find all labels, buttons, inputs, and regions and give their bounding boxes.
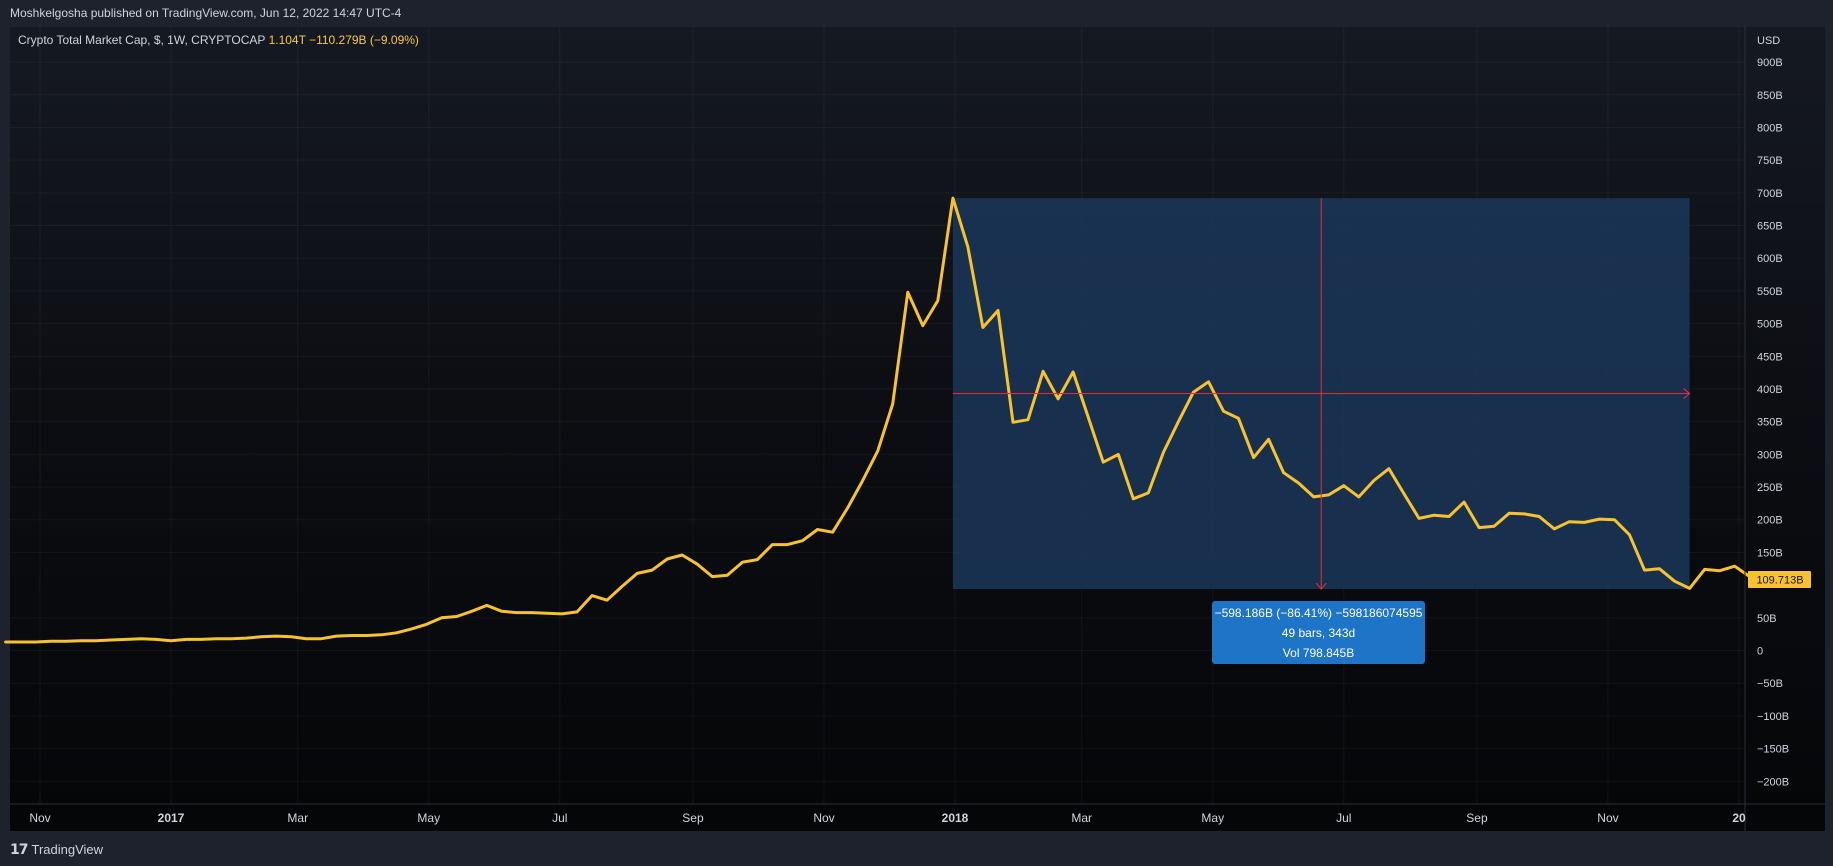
x-tick-label: Nov (29, 811, 50, 825)
currency-label: USD (1757, 35, 1780, 47)
y-tick-label: 500B (1757, 319, 1783, 331)
y-tick-label: 350B (1757, 417, 1783, 429)
y-tick-label: −200B (1757, 776, 1789, 788)
tradingview-brand[interactable]: 𝟭𝟳 TradingView (10, 841, 103, 858)
last-value: 1.104T (268, 33, 306, 47)
y-tick-label: 850B (1757, 90, 1783, 102)
y-tick-label: 200B (1757, 515, 1783, 527)
footer-bar: 𝟭𝟳 TradingView (0, 831, 1833, 866)
y-tick-label: 800B (1757, 122, 1783, 134)
x-tick-label: 2018 (942, 811, 969, 825)
y-tick-label: 900B (1757, 57, 1783, 69)
x-tick-label: Mar (1071, 811, 1092, 825)
x-tick-label: May (1201, 811, 1224, 825)
y-tick-label: −150B (1757, 744, 1789, 756)
symbol-title: Crypto Total Market Cap, $, 1W, CRYPTOCA… (18, 33, 266, 47)
x-tick-label: Jul (1336, 811, 1351, 825)
y-tick-label: 300B (1757, 449, 1783, 461)
price-axis: 900B 850B 800B 750B 700B 650B 600B 550B 500B 450B… (1757, 57, 1789, 788)
y-tick-label: 700B (1757, 188, 1783, 200)
y-tick-label: 550B (1757, 286, 1783, 298)
y-tick-label: −100B (1757, 711, 1789, 723)
publish-header: Moshkelgosha published on TradingView.co… (0, 0, 1833, 27)
x-tick-label: Jul (552, 811, 567, 825)
x-tick-label: 20 (1732, 811, 1746, 825)
measure-vertical-arrow-icon (1315, 582, 1327, 590)
change-value: −110.279B (−9.09%) (309, 33, 419, 47)
y-tick-label: −50B (1757, 678, 1783, 690)
x-tick-label: May (417, 811, 440, 825)
measure-horizontal-arrow-icon (1683, 388, 1691, 399)
brand-name: TradingView (31, 842, 104, 857)
y-tick-label: 450B (1757, 351, 1783, 363)
x-tick-label: Sep (682, 811, 704, 825)
measure-change: −598.186B (−86.41%) −598186074595 (1214, 606, 1423, 620)
y-tick-label: 250B (1757, 482, 1783, 494)
y-tick-label: 150B (1757, 547, 1783, 559)
y-tick-label: 750B (1757, 155, 1783, 167)
x-tick-label: Nov (813, 811, 834, 825)
x-tick-label: 2017 (158, 811, 185, 825)
x-tick-label: Mar (287, 811, 308, 825)
x-tick-label: Nov (1597, 811, 1618, 825)
last-price-label: 109.713B (1748, 571, 1811, 588)
y-tick-label: 600B (1757, 253, 1783, 265)
measure-volume: Vol 798.845B (1282, 646, 1355, 660)
measure-tooltip: −598.186B (−86.41%) −598186074595 49 bar… (1212, 601, 1425, 664)
x-tick-label: Sep (1466, 811, 1488, 825)
y-tick-label: 400B (1757, 384, 1783, 396)
svg-text:109.713B: 109.713B (1756, 575, 1803, 587)
y-tick-label: 650B (1757, 221, 1783, 233)
y-tick-label: 0 (1757, 646, 1763, 658)
y-tick-label: 50B (1757, 613, 1777, 625)
price-line (4, 196, 1752, 644)
tradingview-logo-icon: 𝟭𝟳 (10, 841, 29, 857)
time-axis: Nov 2017 Mar May Jul Sep Nov 2018 Mar May Jul Sep No… (29, 811, 1746, 825)
publish-text: Moshkelgosha published on TradingView.co… (10, 6, 402, 20)
measure-bars: 49 bars, 343d (1281, 626, 1356, 640)
symbol-legend: Crypto Total Market Cap, $, 1W, CRYPTOCA… (18, 33, 419, 47)
